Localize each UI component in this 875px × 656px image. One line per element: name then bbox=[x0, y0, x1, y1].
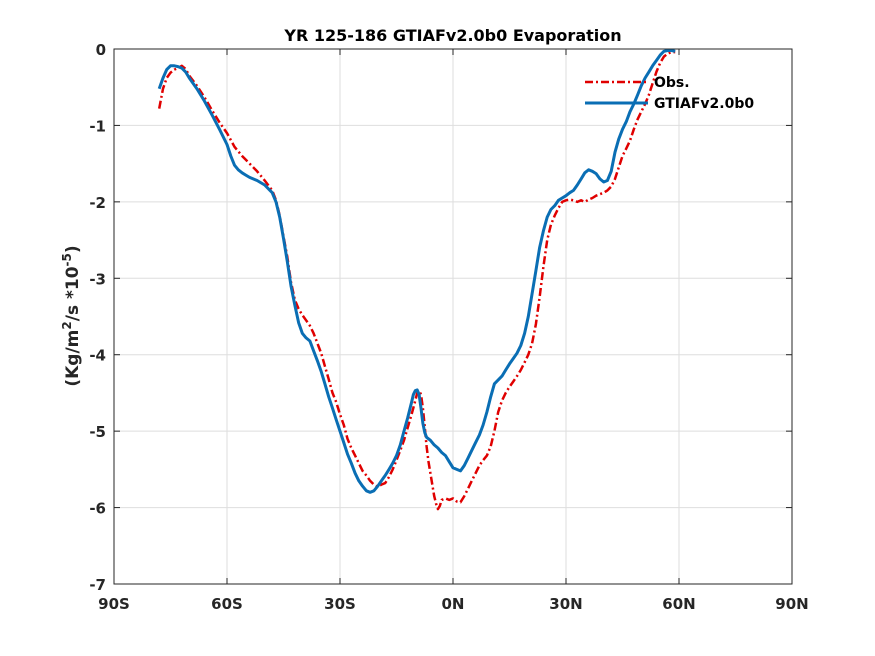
y-axis-label-middle: /s *10 bbox=[63, 266, 83, 321]
x-tick-label: 60S bbox=[211, 595, 243, 613]
x-tick-label: 30S bbox=[324, 595, 356, 613]
x-tick-label: 0N bbox=[442, 595, 465, 613]
legend: Obs. GTIAFv2.0b0 bbox=[585, 75, 754, 112]
x-tick-label: 60N bbox=[662, 595, 695, 613]
y-axis-label-sup1: 2 bbox=[60, 321, 74, 329]
y-axis-label-prefix: (Kg/m bbox=[63, 330, 83, 387]
y-tick-label: -7 bbox=[89, 576, 106, 594]
chart-title: YR 125-186 GTIAFv2.0b0 Evaporation bbox=[283, 26, 621, 45]
x-tick-label: 30N bbox=[549, 595, 582, 613]
y-axis-label-sup2: -5 bbox=[60, 253, 74, 266]
y-axis-label-suffix: ) bbox=[63, 245, 83, 253]
y-tick-label: -2 bbox=[89, 194, 106, 212]
x-tick-label: 90S bbox=[98, 595, 130, 613]
legend-label-model: GTIAFv2.0b0 bbox=[654, 96, 754, 112]
legend-label-obs: Obs. bbox=[654, 75, 690, 91]
y-axis-label: (Kg/m2/s *10-5) bbox=[60, 245, 83, 386]
axis-ticks: 90S 60S 30S 0N 30N 60N 90N 0 -1 -2 -3 -4 -5 -6 -7 bbox=[89, 41, 808, 613]
x-tick-label: 90N bbox=[775, 595, 808, 613]
y-tick-label: -1 bbox=[89, 117, 106, 135]
series-line-model bbox=[157, 49, 676, 494]
y-tick-label: -6 bbox=[89, 500, 106, 518]
series-lines bbox=[157, 49, 676, 511]
y-tick-label: 0 bbox=[96, 41, 106, 59]
y-tick-label: -4 bbox=[89, 347, 106, 365]
y-tick-label: -5 bbox=[89, 423, 106, 441]
y-tick-label: -3 bbox=[89, 270, 106, 288]
grid-lines bbox=[114, 49, 792, 584]
